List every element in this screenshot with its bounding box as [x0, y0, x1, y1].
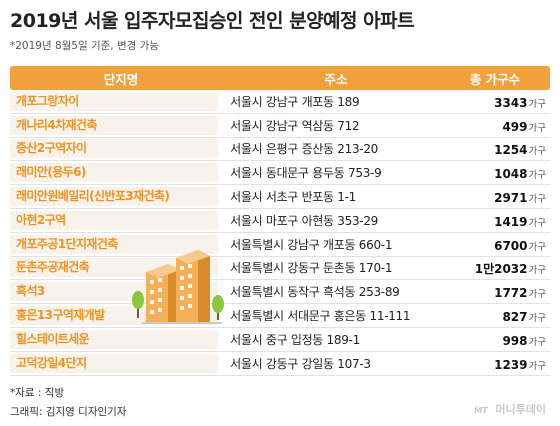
count-value: 1239	[494, 357, 528, 372]
table-row: 아현2구역 서울시 마포구 아현동 353-29 1419가구	[10, 209, 550, 233]
household-count: 1239가구	[442, 354, 550, 373]
address: 서울시 강남구 역삼동 712	[230, 118, 360, 133]
table-row: 둔촌주공재건축 서울특별시 강동구 둔촌동 170-1 1만2032가구	[10, 257, 550, 281]
graphic-credit: 그래픽: 김지영 디자인기자	[10, 406, 127, 418]
household-count: 6700가구	[442, 235, 550, 254]
table-row: 힐스테이트세운 서울시 중구 입정동 189-1 998가구	[10, 328, 550, 352]
complex-name: 개포주공1단지재건축	[10, 234, 219, 254]
table-row: 고덕강일4단지 서울시 강동구 강일동 107-3 1239가구	[10, 352, 550, 376]
count-value: 499	[502, 119, 528, 134]
address: 서울시 강남구 개포동 189	[230, 94, 360, 109]
count-unit: 가구	[528, 241, 546, 253]
count-value: 827	[502, 310, 528, 325]
publisher-logo: MT 머니투데이	[474, 401, 546, 417]
count-unit: 가구	[528, 146, 546, 158]
address: 서울특별시 강동구 둔촌동 170-1	[230, 261, 393, 276]
household-count: 2971가구	[442, 187, 550, 206]
count-value: 1만2032	[474, 262, 528, 277]
page-title: 2019년 서울 입주자모집승인 전인 분양예정 아파트	[10, 10, 415, 32]
address: 서울시 마포구 아현동 353-29	[230, 213, 379, 228]
address: 서울특별시 동작구 흑석동 253-89	[230, 285, 400, 300]
household-count: 1만2032가구	[442, 258, 550, 277]
complex-name: 개포그랑자이	[10, 91, 219, 111]
count-unit: 가구	[528, 217, 546, 229]
complex-name: 래미안원베일리(신반포3재건축)	[10, 187, 219, 207]
complex-name: 아현2구역	[10, 210, 219, 230]
count-value: 1048	[494, 167, 528, 182]
table-row: 개나리4차재건축 서울시 강남구 역삼동 712 499가구	[10, 114, 550, 138]
table-header: 단지명 주소 총 가구수	[10, 66, 550, 90]
address: 서울시 은평구 증산동 213-20	[230, 142, 379, 157]
subtitle-note: *2019년 8월5일 기준, 변경 가능	[10, 40, 159, 52]
header-address: 주소	[324, 71, 348, 87]
table-body: 개포그랑자이 서울시 강남구 개포동 189 3343가구 개나리4차재건축 서울시 강…	[10, 90, 550, 376]
table-row: 홍은13구역재개발 서울특별시 서대문구 홍은동 11-111 827가구	[10, 304, 550, 328]
count-value: 1772	[494, 286, 528, 301]
logo-mark: MT	[474, 406, 488, 415]
household-count: 1772가구	[442, 282, 550, 301]
household-count: 1048가구	[442, 163, 550, 182]
count-unit: 가구	[528, 98, 546, 110]
household-count: 1254가구	[442, 139, 550, 158]
household-count: 827가구	[442, 306, 550, 325]
count-unit: 가구	[528, 336, 546, 348]
count-unit: 가구	[528, 122, 546, 134]
count-unit: 가구	[528, 289, 546, 301]
complex-name: 힐스테이트세운	[10, 329, 219, 349]
logo-text: 머니투데이	[495, 403, 546, 416]
source-note: *자료 : 직방	[10, 387, 65, 399]
household-count: 1419가구	[442, 211, 550, 230]
count-unit: 가구	[528, 194, 546, 206]
table-row: 증산2구역자이 서울시 은평구 증산동 213-20 1254가구	[10, 138, 550, 162]
count-value: 1254	[494, 143, 528, 158]
complex-name: 래미안(용두6)	[10, 163, 219, 183]
count-unit: 가구	[528, 360, 546, 372]
count-unit: 가구	[528, 170, 546, 182]
address: 서울시 중구 입정동 189-1	[230, 332, 360, 347]
address: 서울시 서초구 반포동 1-1	[230, 190, 356, 205]
count-unit: 가구	[528, 313, 546, 325]
address: 서울시 강동구 강일동 107-3	[230, 356, 371, 371]
complex-name: 고덕강일4단지	[10, 353, 219, 373]
address: 서울특별시 강남구 개포동 660-1	[230, 237, 393, 252]
table-row: 흑석3 서울특별시 동작구 흑석동 253-89 1772가구	[10, 280, 550, 305]
household-count: 3343가구	[442, 92, 550, 111]
household-count: 499가구	[442, 116, 550, 135]
count-value: 3343	[494, 95, 528, 110]
count-value: 6700	[494, 238, 528, 253]
address: 서울시 동대문구 용두동 753-9	[230, 166, 382, 181]
apartment-table: 단지명 주소 총 가구수 개포그랑자이 서울시 강남구 개포동 189 3343가구…	[10, 66, 550, 376]
household-count: 998가구	[442, 330, 550, 349]
header-complex-name: 단지명	[103, 71, 139, 87]
table-row: 래미안원베일리(신반포3재건축) 서울시 서초구 반포동 1-1 2971가구	[10, 185, 550, 209]
complex-name: 개나리4차재건축	[10, 115, 219, 135]
header-household-count: 총 가구수	[469, 71, 521, 87]
apartment-building-icon	[132, 250, 224, 324]
complex-name: 증산2구역자이	[10, 139, 219, 159]
count-unit: 가구	[528, 265, 546, 277]
address: 서울특별시 서대문구 홍은동 11-111	[230, 309, 411, 324]
count-value: 1419	[494, 214, 528, 229]
count-value: 2971	[494, 191, 528, 206]
count-value: 998	[502, 333, 528, 348]
table-row: 개포주공1단지재건축 서울특별시 강남구 개포동 660-1 6700가구	[10, 233, 550, 257]
table-row: 래미안(용두6) 서울시 동대문구 용두동 753-9 1048가구	[10, 161, 550, 186]
table-row: 개포그랑자이 서울시 강남구 개포동 189 3343가구	[10, 90, 550, 114]
